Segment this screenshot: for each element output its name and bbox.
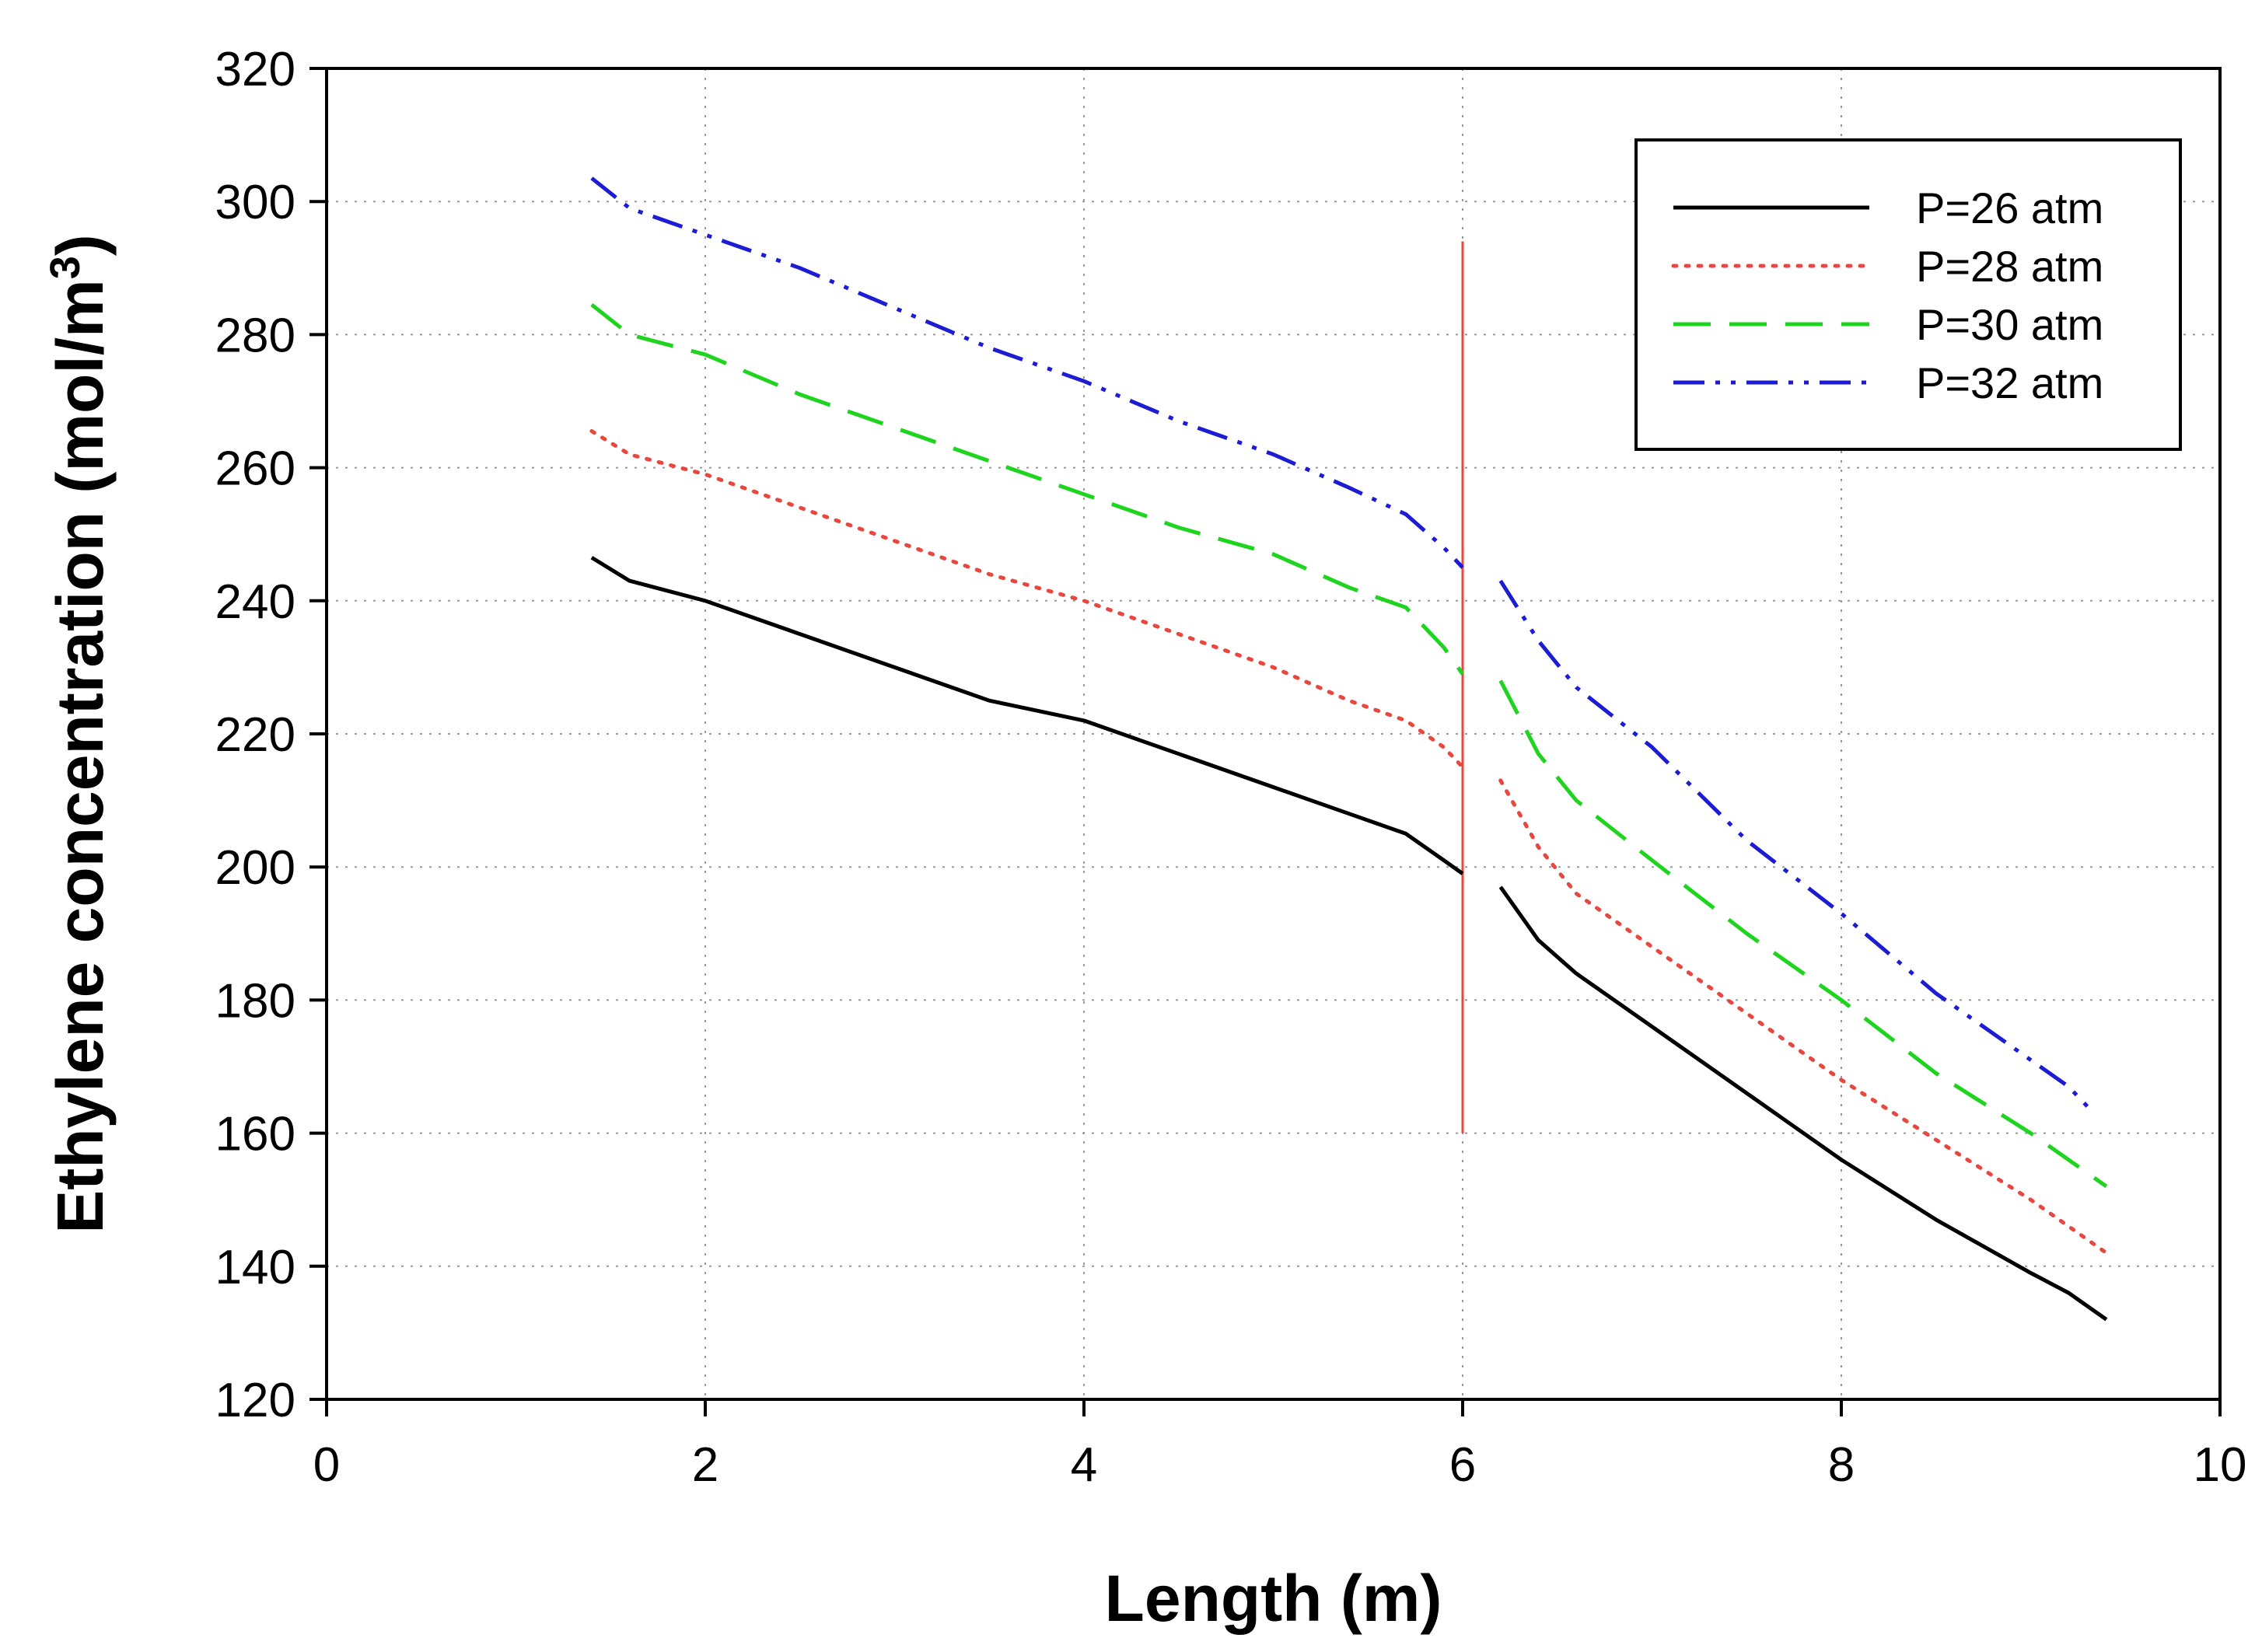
y-tick-label: 300 (215, 176, 295, 229)
series-p-26-atm (590, 556, 2108, 1322)
y-tick-label: 280 (215, 309, 295, 362)
legend: P=26 atm P=28 atm P=30 atm P=32 atm (1634, 138, 2182, 451)
x-tick-label: 6 (1449, 1438, 1476, 1492)
series-layer (589, 176, 2109, 1322)
y-tick-label: 180 (215, 974, 295, 1028)
x-tick-label: 10 (2194, 1438, 2247, 1492)
legend-label: P=32 atm (1916, 358, 2103, 407)
series-line-segment (1498, 778, 2109, 1256)
series-line-segment (1498, 679, 2108, 1189)
y-tick-label: 320 (215, 43, 295, 96)
series-line-segment (1498, 579, 2089, 1109)
series-line-segment (590, 302, 1465, 676)
x-tick-label: 8 (1828, 1438, 1855, 1492)
series-line-segment (590, 176, 1464, 569)
series-line-segment (590, 556, 1464, 875)
y-tick-label: 160 (215, 1108, 295, 1161)
ticks-layer: 0 2 4 6 8 10 120 140 160 180 200 220 240 260 280 300 320 (215, 43, 2247, 1492)
x-tick-label: 0 (313, 1438, 340, 1492)
y-tick-label: 260 (215, 442, 295, 496)
y-axis-title-close: ) (44, 234, 117, 256)
y-tick-label: 140 (215, 1241, 295, 1294)
legend-label: P=26 atm (1916, 183, 2103, 232)
legend-box (1634, 138, 2182, 451)
series-p-30-atm (590, 302, 2108, 1189)
x-axis-title: Length (m) (1105, 1562, 1442, 1635)
legend-label: P=28 atm (1916, 242, 2103, 291)
y-tick-label: 220 (215, 708, 295, 762)
x-tick-label: 2 (692, 1438, 718, 1492)
x-tick-label: 4 (1071, 1438, 1097, 1492)
y-tick-label: 120 (215, 1374, 295, 1427)
y-axis-title: Ethylene concentration (mol/m3) (42, 234, 117, 1234)
series-line-segment (589, 429, 1465, 770)
y-tick-label: 200 (215, 841, 295, 895)
series-p-28-atm (589, 429, 2109, 1256)
y-axis-title-main: Ethylene concentration (mol/m (44, 279, 117, 1234)
legend-label: P=30 atm (1916, 300, 2103, 349)
y-axis-title-superscript: 3 (42, 256, 89, 279)
series-line-segment (1498, 885, 2108, 1322)
y-tick-label: 240 (215, 575, 295, 629)
series-p-32-atm (590, 176, 2089, 1109)
